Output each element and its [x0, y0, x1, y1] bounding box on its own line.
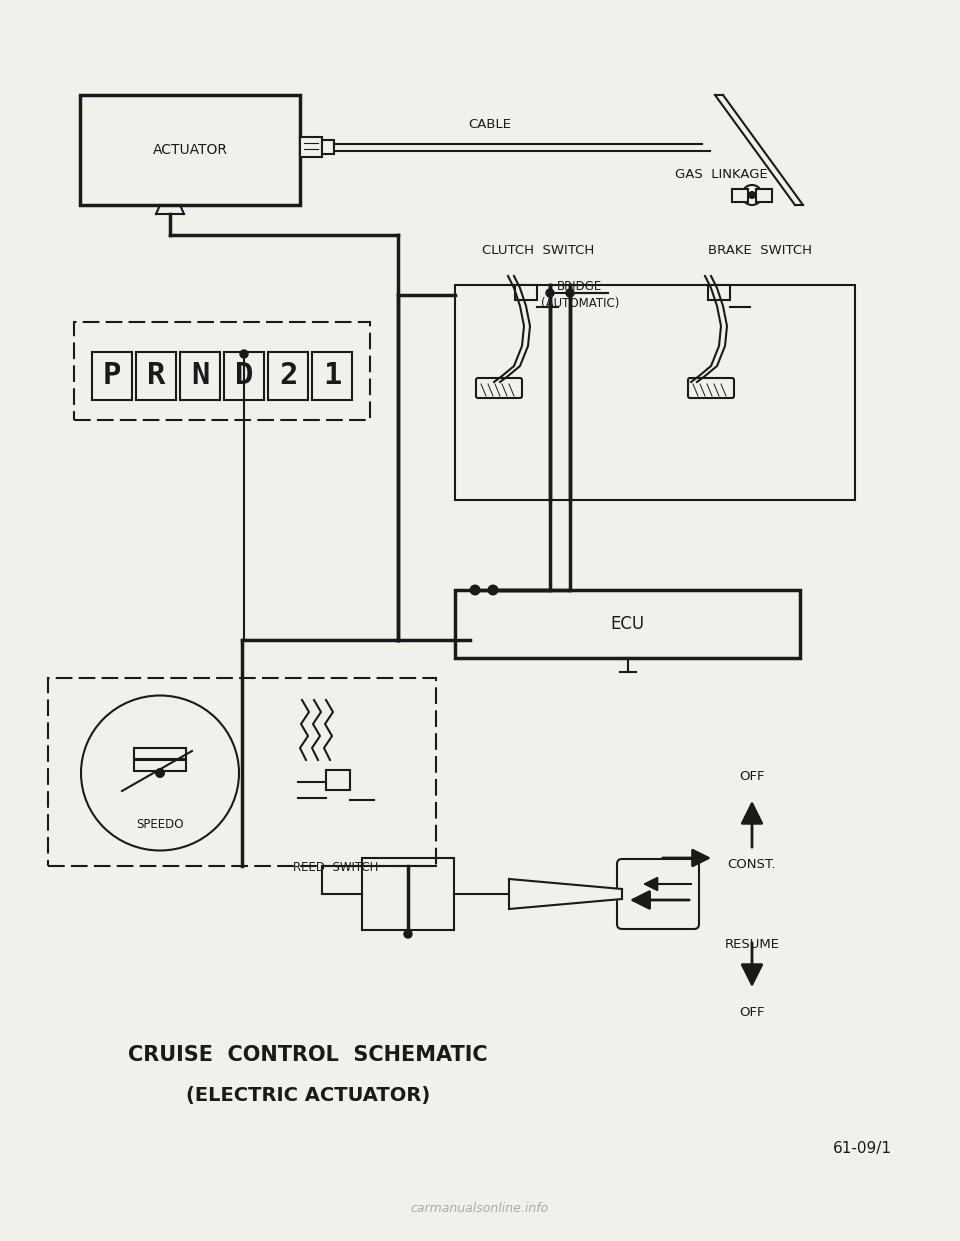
Text: BRAKE  SWITCH: BRAKE SWITCH: [708, 243, 812, 257]
Bar: [362, 858, 454, 930]
FancyBboxPatch shape: [617, 859, 699, 930]
Text: CLUTCH  SWITCH: CLUTCH SWITCH: [482, 243, 594, 257]
Bar: [134, 748, 186, 759]
Text: ACTUATOR: ACTUATOR: [153, 143, 228, 158]
Text: CRUISE  CONTROL  SCHEMATIC: CRUISE CONTROL SCHEMATIC: [129, 1045, 488, 1065]
Circle shape: [155, 768, 165, 778]
Bar: [134, 759, 186, 771]
Text: CABLE: CABLE: [468, 118, 512, 132]
Text: SPEEDO: SPEEDO: [136, 819, 183, 831]
Circle shape: [469, 585, 481, 596]
FancyBboxPatch shape: [476, 379, 522, 398]
Bar: [312, 352, 352, 400]
Bar: [180, 352, 220, 400]
Bar: [136, 352, 176, 400]
Text: N: N: [191, 361, 209, 391]
Circle shape: [566, 289, 574, 297]
Text: OFF: OFF: [739, 769, 765, 783]
Circle shape: [240, 350, 248, 357]
Text: 2: 2: [278, 361, 298, 391]
Circle shape: [742, 185, 762, 205]
Bar: [268, 352, 308, 400]
Polygon shape: [509, 879, 622, 908]
Text: CONST.: CONST.: [727, 858, 776, 870]
Bar: [732, 189, 748, 202]
Bar: [455, 285, 855, 500]
Text: (AUTOMATIC): (AUTOMATIC): [540, 297, 619, 310]
Text: OFF: OFF: [739, 1005, 765, 1019]
Text: BRIDGE: BRIDGE: [558, 280, 603, 293]
Text: carmanualsonline.info: carmanualsonline.info: [411, 1201, 549, 1215]
Bar: [224, 352, 264, 400]
Bar: [515, 285, 537, 300]
Text: (ELECTRIC ACTUATOR): (ELECTRIC ACTUATOR): [186, 1086, 430, 1104]
Text: RESUME: RESUME: [725, 938, 780, 952]
Text: D: D: [235, 361, 253, 391]
Bar: [708, 285, 730, 300]
Text: P: P: [103, 361, 121, 391]
Bar: [80, 96, 300, 205]
Text: ECU: ECU: [611, 616, 644, 633]
Bar: [756, 189, 772, 202]
Bar: [326, 769, 350, 791]
Bar: [48, 678, 436, 866]
FancyBboxPatch shape: [688, 379, 734, 398]
Bar: [455, 589, 800, 658]
Bar: [300, 137, 322, 158]
Text: R: R: [147, 361, 165, 391]
Text: REED  SWITCH: REED SWITCH: [294, 861, 378, 874]
Circle shape: [748, 191, 756, 199]
Text: 61-09/1: 61-09/1: [832, 1140, 892, 1155]
Circle shape: [488, 585, 498, 596]
Text: GAS  LINKAGE: GAS LINKAGE: [675, 169, 768, 181]
Circle shape: [546, 289, 554, 297]
Bar: [322, 140, 334, 154]
Bar: [92, 352, 132, 400]
Circle shape: [404, 930, 412, 938]
Bar: [74, 321, 370, 419]
Text: 1: 1: [323, 361, 341, 391]
